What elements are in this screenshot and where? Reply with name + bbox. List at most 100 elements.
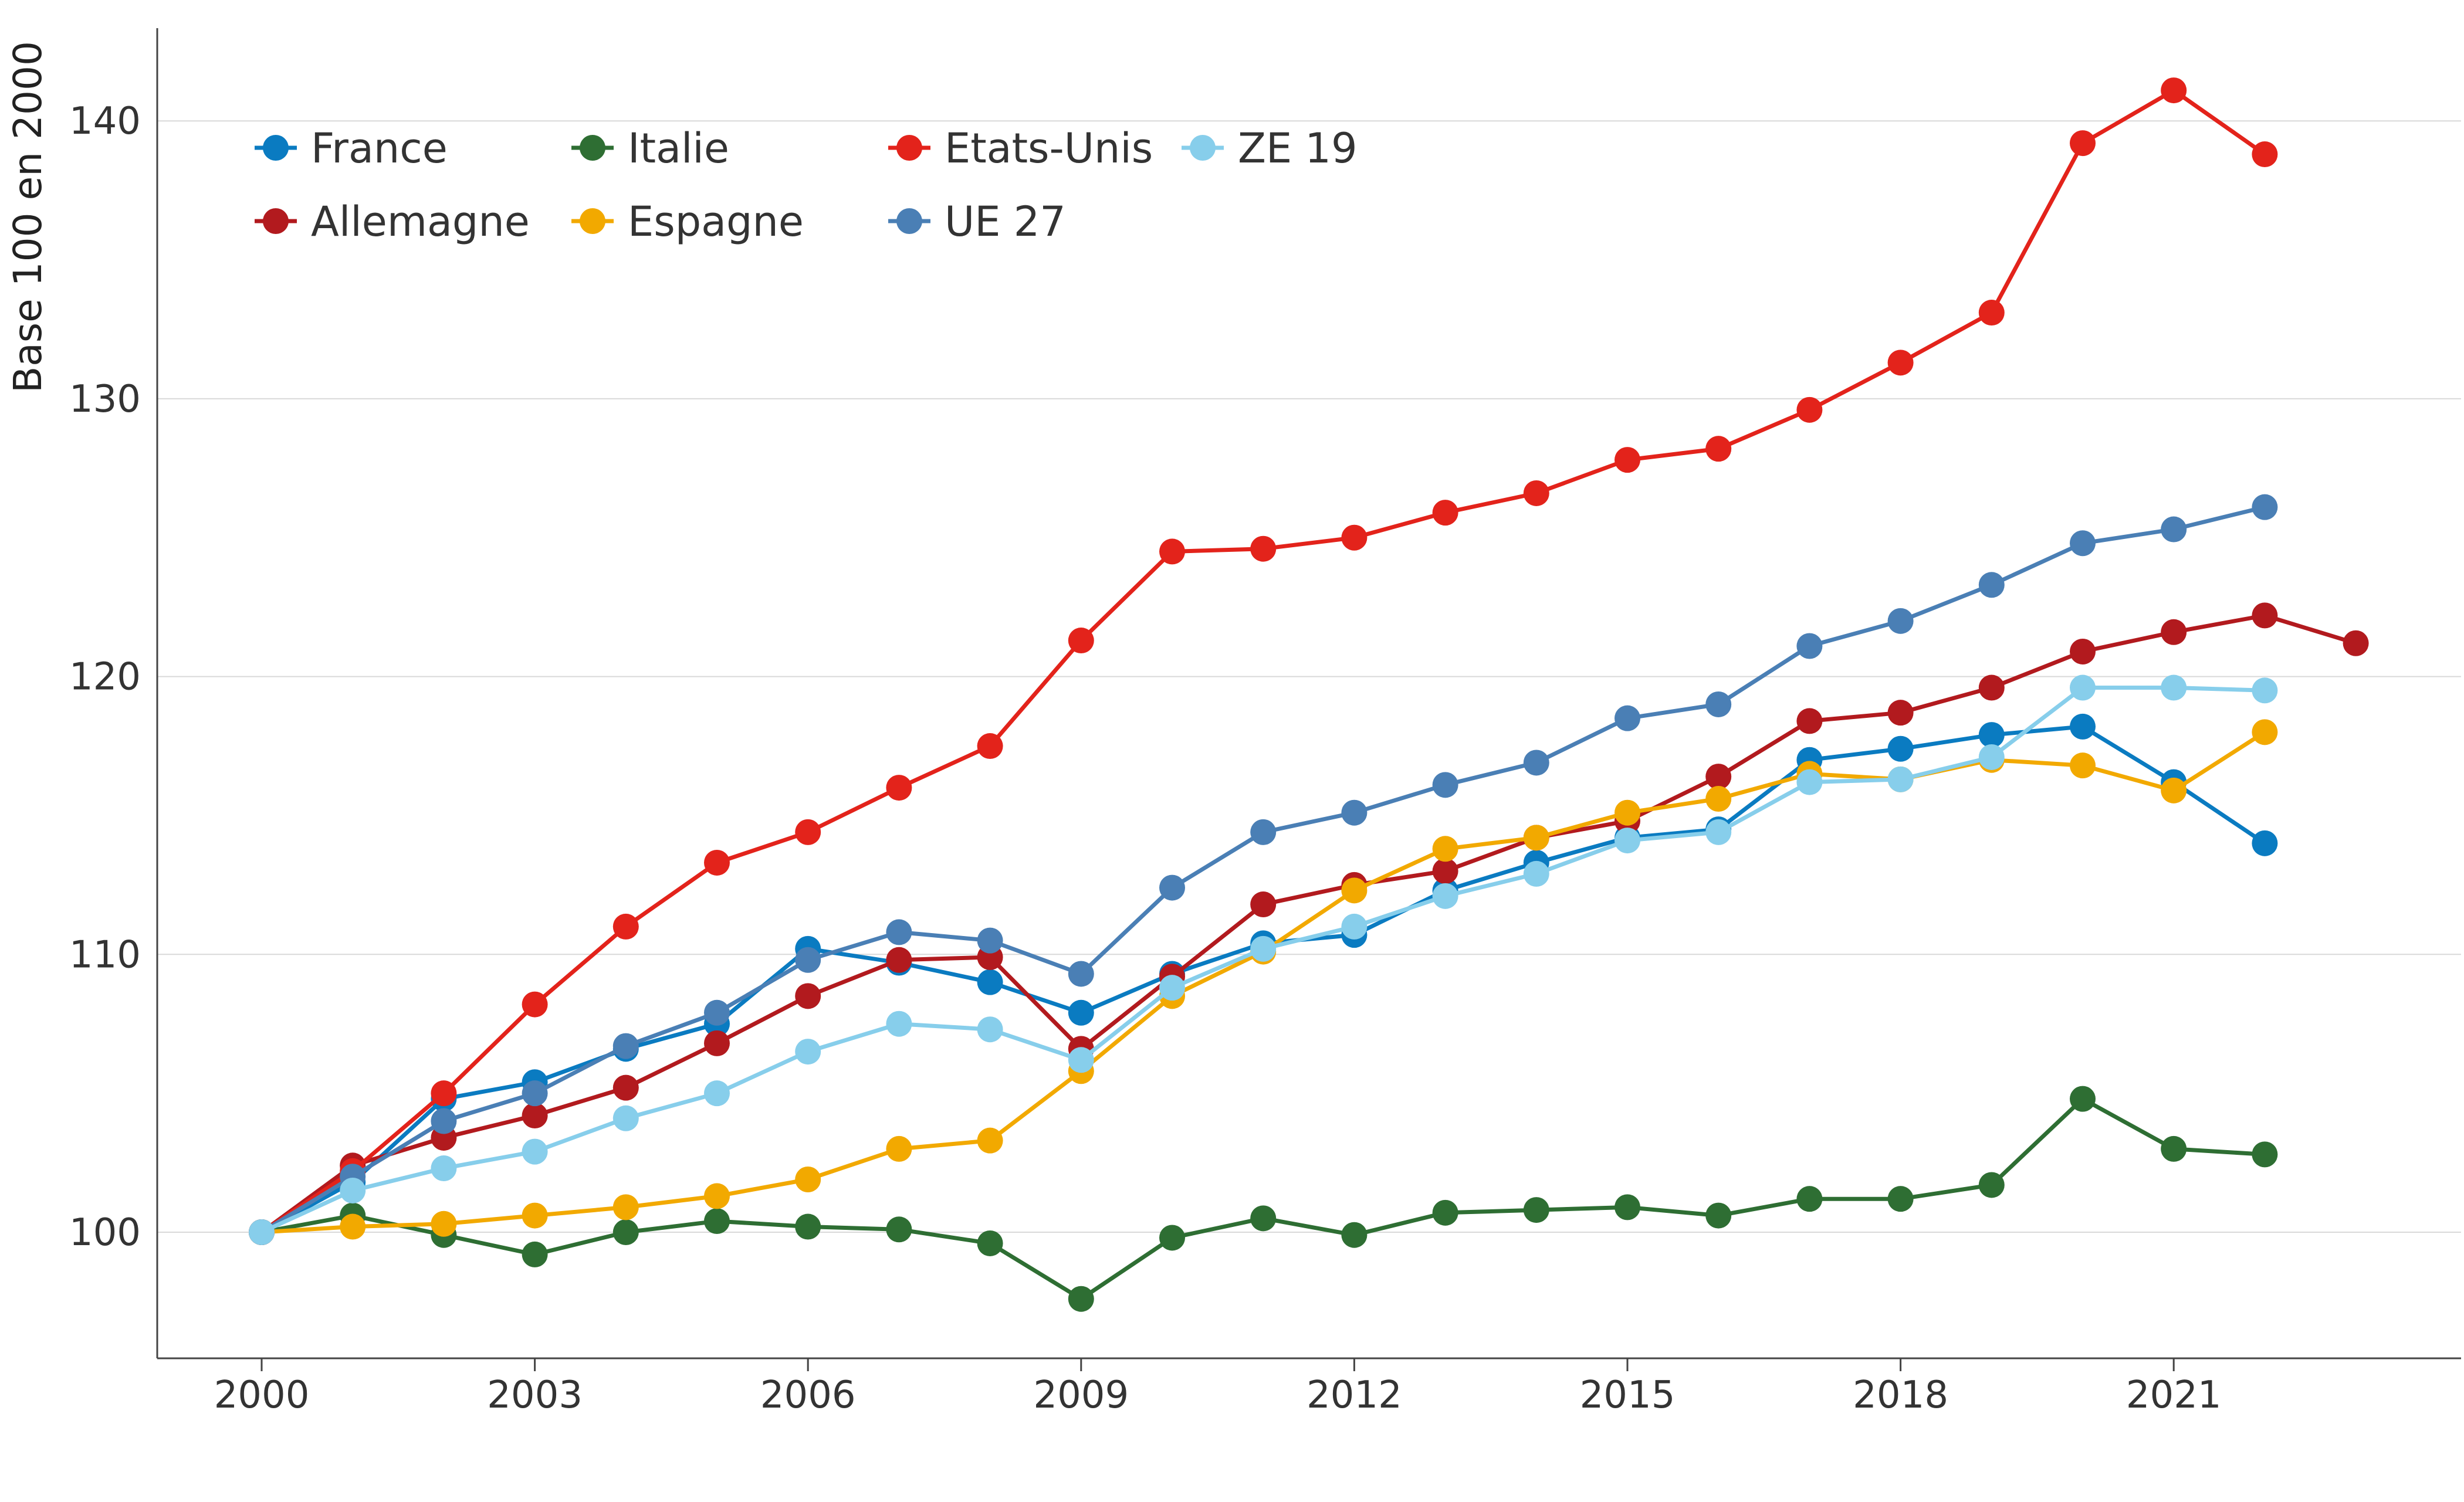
data-point <box>1159 874 1185 901</box>
data-point <box>1615 705 1640 731</box>
data-point <box>2343 630 2369 656</box>
legend-label: France <box>311 124 448 172</box>
data-point <box>886 1216 912 1243</box>
data-point <box>1796 633 1823 659</box>
data-point <box>249 1219 275 1245</box>
data-point <box>2252 494 2278 520</box>
data-point <box>1615 828 1640 854</box>
data-point <box>704 1030 730 1056</box>
data-point <box>2161 777 2187 803</box>
series-layer <box>249 77 2369 1312</box>
data-point <box>522 1080 548 1107</box>
data-point <box>795 947 821 973</box>
y-tick-label: 100 <box>69 1211 141 1255</box>
data-point <box>1705 691 1732 717</box>
legend-label: Italie <box>628 124 729 172</box>
data-point <box>1523 480 1549 506</box>
axes <box>156 28 2461 1359</box>
x-tick-labels: 2000 2003 2006 2009 2012 2015 2018 2021 <box>214 1358 2222 1417</box>
data-point <box>795 983 821 1009</box>
data-point <box>1978 1172 2005 1198</box>
data-point <box>1341 1222 1368 1248</box>
data-point <box>612 913 639 940</box>
data-point <box>2070 713 2096 740</box>
data-point <box>2070 1086 2096 1112</box>
x-tick-label: 2021 <box>2126 1374 2222 1417</box>
data-point <box>1796 396 1823 423</box>
data-point <box>886 919 912 945</box>
data-point <box>2161 1135 2187 1162</box>
data-point <box>2252 1141 2278 1168</box>
data-point <box>1978 722 2005 748</box>
y-axis-title: Base 100 en 2000 <box>5 41 50 393</box>
data-point <box>1068 1047 1094 1073</box>
data-point <box>1796 1186 1823 1212</box>
data-point <box>612 1105 639 1131</box>
data-point <box>1887 608 1914 634</box>
data-point <box>795 1039 821 1065</box>
series-line <box>260 505 2266 1234</box>
y-tick-label: 120 <box>69 656 141 699</box>
series-ue-27 <box>249 494 2278 1245</box>
data-point <box>2161 77 2187 104</box>
data-point <box>2070 130 2096 157</box>
y-tick-label: 130 <box>69 378 141 421</box>
legend-item: Etats-Unis <box>888 124 1153 172</box>
data-point <box>1432 883 1458 909</box>
legend-item: ZE 19 <box>1182 124 1358 172</box>
legend-item: Allemagne <box>255 198 530 246</box>
series-italie <box>249 1086 2278 1312</box>
data-point <box>1615 447 1640 473</box>
y-tick-labels: 100 110 120 130 140 <box>69 100 141 1255</box>
x-tick-label: 2000 <box>214 1374 310 1417</box>
data-point <box>1615 1194 1640 1220</box>
data-point <box>2252 602 2278 629</box>
data-point <box>704 1080 730 1107</box>
data-point <box>795 1213 821 1240</box>
data-point <box>340 1213 366 1240</box>
data-point <box>522 1241 548 1267</box>
data-point <box>2161 674 2187 701</box>
data-point <box>2252 830 2278 856</box>
data-point <box>2161 516 2187 543</box>
data-point <box>612 1033 639 1059</box>
data-point <box>1887 1186 1914 1212</box>
legend-swatch-marker <box>263 208 289 234</box>
data-point <box>1341 877 1368 904</box>
data-point <box>1341 913 1368 940</box>
data-point <box>2070 752 2096 779</box>
data-point <box>1341 799 1368 826</box>
legend-label: ZE 19 <box>1238 124 1358 172</box>
data-point <box>431 1155 457 1182</box>
data-point <box>1796 769 1823 795</box>
legend-item: France <box>255 124 448 172</box>
series-line <box>260 613 2357 1234</box>
data-point <box>2070 674 2096 701</box>
data-point <box>1523 860 1549 887</box>
data-point <box>977 733 1003 760</box>
data-point <box>1250 935 1277 962</box>
legend-swatch-marker <box>580 135 605 161</box>
x-tick-label: 2015 <box>1580 1374 1676 1417</box>
x-tick-label: 2009 <box>1033 1374 1129 1417</box>
data-point <box>704 999 730 1026</box>
legend-item: Espagne <box>571 198 804 246</box>
data-point <box>1978 744 2005 770</box>
data-point <box>1523 1197 1549 1223</box>
legend-swatch-marker <box>1190 135 1216 161</box>
data-point <box>1523 750 1549 776</box>
legend-label: Etats-Unis <box>945 124 1153 172</box>
data-point <box>977 1127 1003 1154</box>
data-point <box>977 1016 1003 1043</box>
data-point <box>1705 1202 1732 1229</box>
data-point <box>612 1074 639 1101</box>
data-point <box>431 1211 457 1237</box>
series-france <box>249 713 2278 1245</box>
data-point <box>1341 524 1368 551</box>
data-point <box>1068 1286 1094 1312</box>
y-tick-label: 140 <box>69 100 141 143</box>
data-point <box>1523 825 1549 851</box>
data-point <box>340 1177 366 1203</box>
legend-swatch-marker <box>896 208 922 234</box>
